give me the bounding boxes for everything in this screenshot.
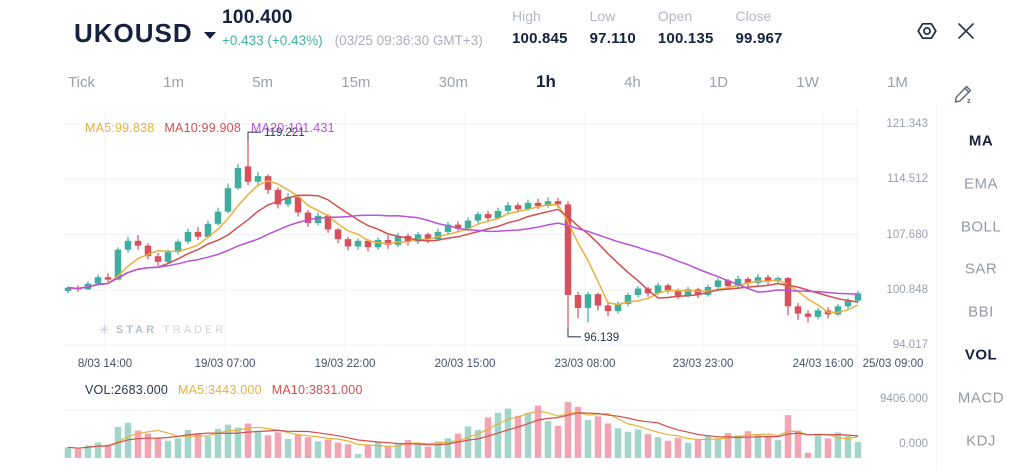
indicator-sar[interactable]: SAR bbox=[964, 260, 998, 278]
time-axis-label: 19/03 22:00 bbox=[314, 358, 376, 370]
indicator-bbi[interactable]: BBI bbox=[968, 303, 994, 321]
ma-legend: MA5:99.838 MA10:99.908 MA20:101.431 bbox=[85, 121, 335, 135]
price-axis-label: 100.848 bbox=[886, 283, 928, 296]
price-axis-label: 94.017 bbox=[892, 339, 928, 351]
stat-label: Low bbox=[589, 8, 616, 24]
svg-text:96.139: 96.139 bbox=[584, 332, 619, 344]
indicator-vol[interactable]: VOL bbox=[964, 346, 998, 364]
time-axis-label: 24/03 16:00 bbox=[792, 358, 854, 370]
svg-text:z: z bbox=[967, 96, 971, 105]
time-axis-label: 23/03 23:00 bbox=[672, 358, 734, 370]
stat-high: High 100.845 bbox=[512, 8, 568, 47]
price-axis-label: 107.680 bbox=[886, 228, 928, 241]
ma10-value: MA10:99.908 bbox=[164, 121, 241, 135]
chevron-down-icon bbox=[203, 32, 216, 39]
time-axis-label: 23/03 08:00 bbox=[554, 358, 616, 370]
indicator-macd[interactable]: MACD bbox=[957, 389, 1005, 407]
time-axis-label: 25/03 09:00 bbox=[862, 358, 924, 370]
tab-15m[interactable]: 15m bbox=[341, 73, 371, 91]
tab-1m[interactable]: 1M bbox=[887, 73, 908, 91]
symbol-name: UKOUSD bbox=[74, 18, 193, 48]
tab-1m[interactable]: 1m bbox=[163, 73, 184, 91]
vol-ma10-value: MA10:3831.000 bbox=[271, 383, 363, 397]
tab-1h[interactable]: 1h bbox=[536, 72, 556, 91]
stat-low: Low 97.110 bbox=[590, 8, 636, 47]
symbol-selector[interactable]: UKOUSD bbox=[74, 18, 216, 49]
stat-value: 99.967 bbox=[735, 30, 783, 47]
vol-ma5-value: MA5:3443.000 bbox=[178, 383, 262, 397]
stat-value: 100.845 bbox=[512, 30, 568, 47]
quote-timestamp: (03/25 09:36:30 GMT+3) bbox=[334, 33, 483, 48]
tab-4h[interactable]: 4h bbox=[624, 73, 641, 91]
indicator-kdj[interactable]: KDJ bbox=[966, 432, 996, 450]
close-icon[interactable] bbox=[954, 19, 978, 43]
tab-1d[interactable]: 1D bbox=[708, 73, 729, 91]
ohlc-stats: High 100.845 Low 97.110 Open 100.135 Close 99.9… bbox=[512, 8, 783, 47]
stat-value: 97.110 bbox=[589, 30, 636, 47]
tab-tick[interactable]: Tick bbox=[68, 73, 95, 91]
price-change: +0.433 (+0.43%) bbox=[222, 33, 323, 48]
ma20-value: MA20:101.431 bbox=[250, 121, 335, 135]
star-trader-watermark: ✳ STAR TRADER bbox=[99, 322, 227, 337]
time-axis-label: 19/03 07:00 bbox=[194, 358, 256, 370]
time-axis-label: 8/03 14:00 bbox=[77, 358, 133, 370]
stat-value: 100.135 bbox=[657, 30, 714, 47]
ma5-value: MA5:99.838 bbox=[85, 121, 155, 135]
indicator-sidebar: MA EMA BOLL SAR BBI VOL MACD KDJ bbox=[936, 104, 1024, 471]
timeframe-tabs: Tick 1m 5m 15m 30m 1h 4h 1D 1W 1M bbox=[62, 66, 914, 98]
stat-close: Close 99.967 bbox=[736, 8, 783, 47]
vol-value: VOL:2683.000 bbox=[85, 383, 169, 397]
price-axis-label: 114.512 bbox=[887, 173, 928, 186]
volume-legend: VOL:2683.000 MA5:3443.000 MA10:3831.000 bbox=[85, 383, 363, 397]
price-axis-label: 121.343 bbox=[886, 118, 928, 130]
stat-label: Close bbox=[735, 8, 772, 24]
stat-label: High bbox=[512, 8, 541, 24]
pencil-icon[interactable]: z bbox=[952, 82, 978, 108]
stat-label: Open bbox=[657, 8, 693, 24]
volume-axis-label: 9406.000 bbox=[880, 393, 928, 405]
settings-icon[interactable] bbox=[915, 19, 939, 43]
time-axis-label: 20/03 15:00 bbox=[434, 358, 496, 370]
star-icon: ✳ bbox=[99, 322, 110, 337]
stat-open: Open 100.135 bbox=[658, 8, 714, 47]
indicator-ema[interactable]: EMA bbox=[963, 175, 998, 193]
svg-text:119.221: 119.221 bbox=[264, 127, 305, 139]
indicator-boll[interactable]: BOLL bbox=[960, 218, 1002, 236]
indicator-ma[interactable]: MA bbox=[968, 132, 994, 150]
last-price: 100.400 bbox=[222, 7, 293, 28]
volume-axis-label: 0.000 bbox=[899, 438, 928, 450]
tab-5m[interactable]: 5m bbox=[252, 73, 274, 91]
tab-30m[interactable]: 30m bbox=[438, 73, 468, 91]
tab-1w[interactable]: 1W bbox=[796, 73, 819, 91]
